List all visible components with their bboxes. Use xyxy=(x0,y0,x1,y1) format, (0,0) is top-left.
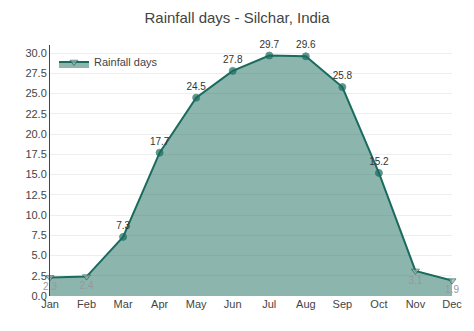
svg-text:2.5: 2.5 xyxy=(32,270,47,282)
svg-text:29.6: 29.6 xyxy=(296,39,316,50)
svg-text:Nov: Nov xyxy=(406,298,426,310)
svg-text:Oct: Oct xyxy=(370,298,387,310)
svg-text:1.9: 1.9 xyxy=(445,284,459,295)
svg-text:Apr: Apr xyxy=(151,298,168,310)
svg-text:Mar: Mar xyxy=(114,298,133,310)
svg-text:Jun: Jun xyxy=(224,298,242,310)
svg-text:7.5: 7.5 xyxy=(32,229,47,241)
svg-text:Rainfall days: Rainfall days xyxy=(94,56,157,68)
svg-text:Sep: Sep xyxy=(333,298,353,310)
svg-text:12.5: 12.5 xyxy=(25,189,46,201)
svg-text:10.0: 10.0 xyxy=(25,209,46,221)
svg-text:24.5: 24.5 xyxy=(186,81,206,92)
svg-text:2.4: 2.4 xyxy=(80,280,94,291)
svg-text:25.0: 25.0 xyxy=(25,87,46,99)
svg-text:2.3: 2.3 xyxy=(43,281,57,292)
svg-text:Aug: Aug xyxy=(296,298,316,310)
svg-text:5.0: 5.0 xyxy=(32,249,47,261)
svg-text:29.7: 29.7 xyxy=(260,39,280,50)
svg-text:22.5: 22.5 xyxy=(25,108,46,120)
svg-text:3.1: 3.1 xyxy=(408,275,422,286)
svg-text:Rainfall days - Silchar, India: Rainfall days - Silchar, India xyxy=(144,9,330,26)
svg-text:27.8: 27.8 xyxy=(223,54,243,65)
svg-text:Jan: Jan xyxy=(41,298,59,310)
svg-text:Dec: Dec xyxy=(442,298,462,310)
svg-text:15.2: 15.2 xyxy=(369,156,389,167)
svg-text:Feb: Feb xyxy=(77,298,96,310)
svg-text:7.3: 7.3 xyxy=(116,220,130,231)
svg-text:27.5: 27.5 xyxy=(25,67,46,79)
svg-text:25.8: 25.8 xyxy=(333,70,353,81)
svg-text:30.0: 30.0 xyxy=(25,47,46,59)
svg-text:15.0: 15.0 xyxy=(25,168,46,180)
svg-text:May: May xyxy=(186,298,207,310)
svg-text:0.0: 0.0 xyxy=(32,290,47,302)
svg-text:Jul: Jul xyxy=(262,298,276,310)
svg-text:20.0: 20.0 xyxy=(25,128,46,140)
svg-text:17.5: 17.5 xyxy=(25,148,46,160)
svg-text:17.7: 17.7 xyxy=(150,136,170,147)
